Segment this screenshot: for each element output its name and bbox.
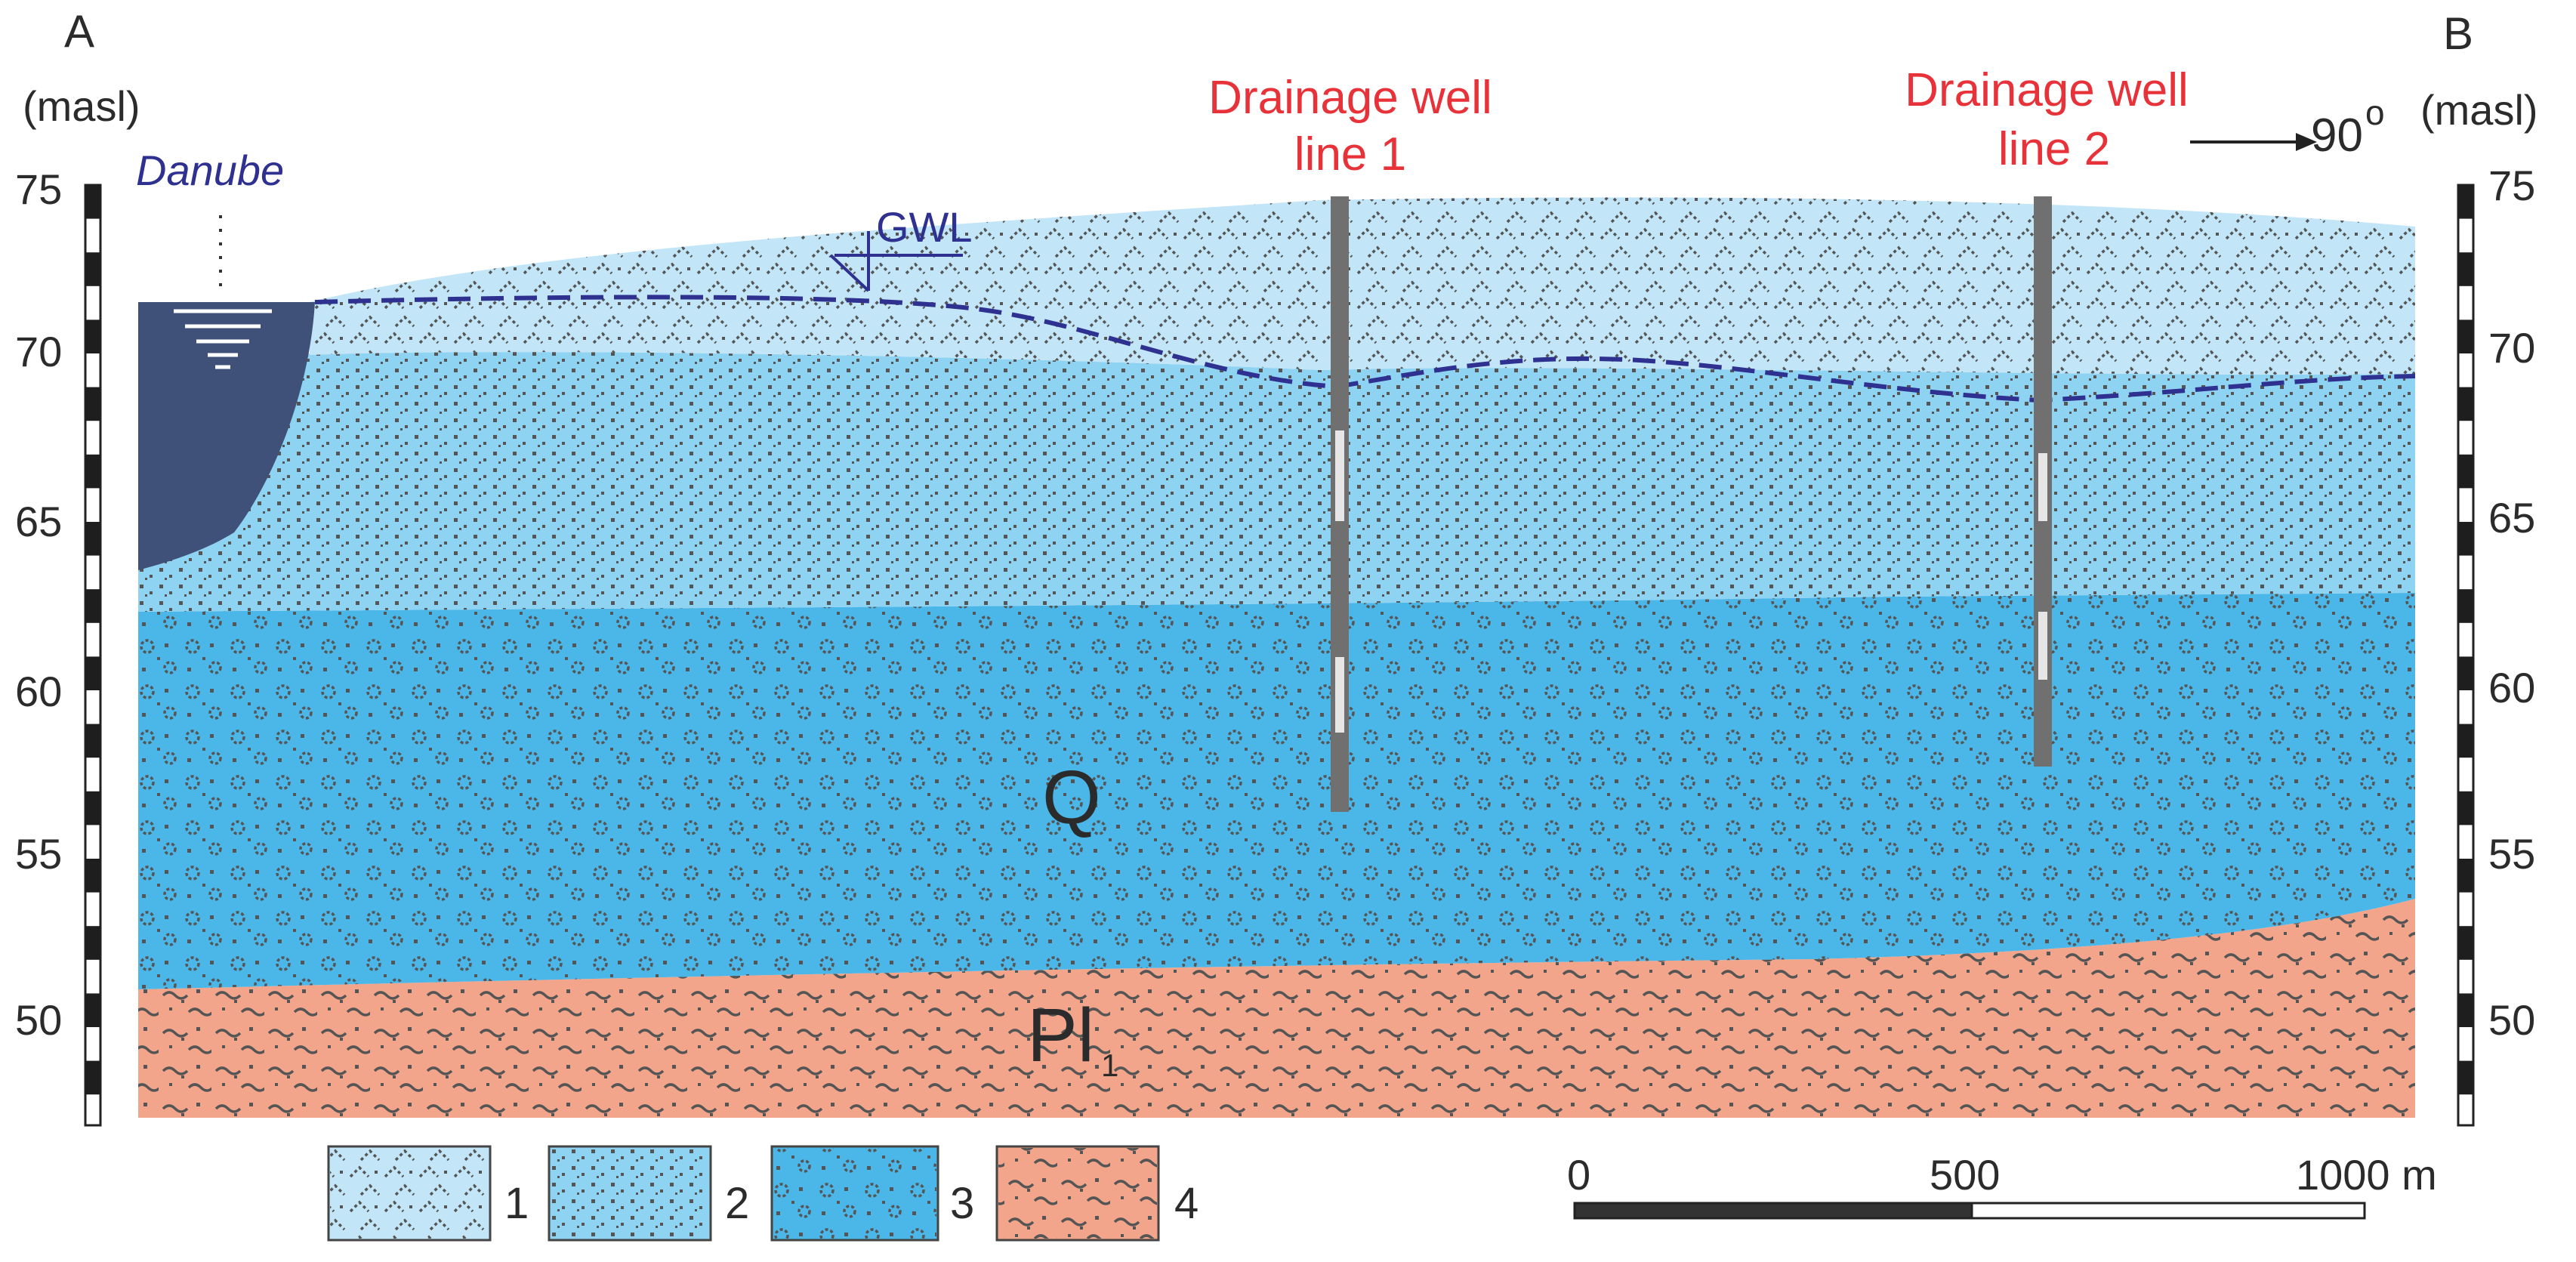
elevation-bar-segment	[2458, 252, 2473, 286]
unit-pliocene-label: Pl 1	[1027, 993, 1118, 1083]
elevation-bar-segment	[2458, 859, 2473, 893]
elevation-bar-segment	[85, 319, 100, 353]
elevation-bar-segment	[2458, 185, 2473, 219]
layer-4-pliocene	[138, 899, 2415, 1118]
legend-item-2: 2	[548, 1145, 749, 1242]
groundwater-level: GWL	[314, 203, 2416, 403]
left-end-label: A	[64, 6, 94, 57]
elevation-bar-segment	[85, 185, 100, 219]
gwl-marker-icon	[829, 231, 963, 292]
drainage-well-2: Drainage well line 2	[1905, 64, 2189, 767]
svg-text:1: 1	[1101, 1048, 1118, 1083]
right-unit-label: (masl)	[2420, 86, 2538, 134]
elevation-bar-segment	[2458, 589, 2473, 623]
elevation-bar-segment	[2458, 791, 2473, 825]
left-tick-60: 60	[15, 668, 62, 715]
left-elevation-axis: A (masl) 75 70 65 60 55 50	[15, 6, 140, 1127]
scale-label-1000: 1000 m	[2296, 1151, 2437, 1199]
elevation-bar-segment	[85, 859, 100, 893]
direction-degree-symbol: o	[2365, 93, 2385, 132]
legend-item-3: 3	[770, 1145, 974, 1242]
left-tick-65: 65	[15, 498, 62, 545]
elevation-bar-segment	[2458, 454, 2473, 489]
water-level-icon	[174, 309, 272, 369]
legend: 1 2 3 4	[327, 1145, 1199, 1242]
right-tick-75: 75	[2488, 162, 2535, 209]
legend-number-1: 1	[504, 1179, 529, 1228]
right-tick-50: 50	[2488, 996, 2535, 1044]
elevation-bar-segment	[85, 252, 100, 286]
elevation-bar-segment	[85, 522, 100, 556]
right-tick-60: 60	[2488, 664, 2535, 711]
river-name: Danube	[136, 147, 284, 194]
well-1-label-line2: line 1	[1294, 128, 1406, 181]
arrow-right-icon	[2296, 133, 2317, 151]
elevation-bar-segment	[2458, 724, 2473, 758]
scale-bar: 0 500 1000 m	[1567, 1151, 2437, 1220]
elevation-bar-segment	[2458, 926, 2473, 960]
elevation-bar-segment	[85, 926, 100, 960]
legend-item-4: 4	[995, 1145, 1199, 1242]
legend-number-3: 3	[950, 1179, 974, 1228]
direction-value: 90	[2311, 110, 2363, 162]
danube-river: Danube	[136, 147, 315, 570]
left-tick-55: 55	[15, 830, 62, 878]
left-unit-label: (masl)	[23, 82, 140, 130]
legend-number-4: 4	[1174, 1179, 1199, 1228]
right-tick-70: 70	[2488, 324, 2535, 372]
left-tick-75: 75	[15, 165, 62, 213]
elevation-bar-segment	[2458, 319, 2473, 353]
layer-2-sand	[138, 352, 2415, 612]
well-2-label-line1: Drainage well	[1905, 64, 2189, 116]
elevation-bar-segment	[2458, 387, 2473, 421]
direction-indicator: 90 o	[2190, 93, 2385, 162]
elevation-bar-segment	[85, 454, 100, 489]
gwl-label: GWL	[876, 203, 973, 251]
elevation-bar-segment	[85, 791, 100, 825]
left-tick-50: 50	[15, 996, 62, 1044]
elevation-bar-segment	[85, 993, 100, 1027]
layer-3-gravel	[138, 593, 2415, 989]
elevation-bar-segment	[85, 724, 100, 758]
elevation-bar-segment	[85, 656, 100, 690]
right-tick-55: 55	[2488, 830, 2535, 878]
elevation-bar-segment	[2458, 656, 2473, 690]
elevation-bar-segment	[2458, 993, 2473, 1027]
scale-label-0: 0	[1567, 1151, 1590, 1199]
right-elevation-axis: B (masl) 75 70 65 60 55 50	[2420, 8, 2538, 1127]
well-2-label-line2: line 2	[1998, 123, 2110, 175]
elevation-bar-segment	[85, 589, 100, 623]
layer-1-silt	[310, 197, 2415, 375]
well-1-label-line1: Drainage well	[1208, 72, 1492, 124]
svg-text:Pl: Pl	[1027, 993, 1094, 1078]
legend-number-2: 2	[725, 1179, 749, 1228]
elevation-bar-segment	[85, 387, 100, 421]
elevation-bar-segment	[2458, 522, 2473, 556]
gwl-line	[314, 295, 2416, 403]
right-end-label: B	[2443, 8, 2473, 59]
legend-item-1: 1	[327, 1145, 529, 1242]
drainage-well-1: Drainage well line 1	[1208, 72, 1492, 812]
left-tick-70: 70	[15, 328, 62, 375]
scale-label-500: 500	[1930, 1151, 2000, 1199]
elevation-bar-segment	[85, 1060, 100, 1095]
right-tick-65: 65	[2488, 494, 2535, 542]
unit-quaternary-label: Q	[1042, 755, 1101, 840]
elevation-bar-segment	[2458, 1060, 2473, 1095]
